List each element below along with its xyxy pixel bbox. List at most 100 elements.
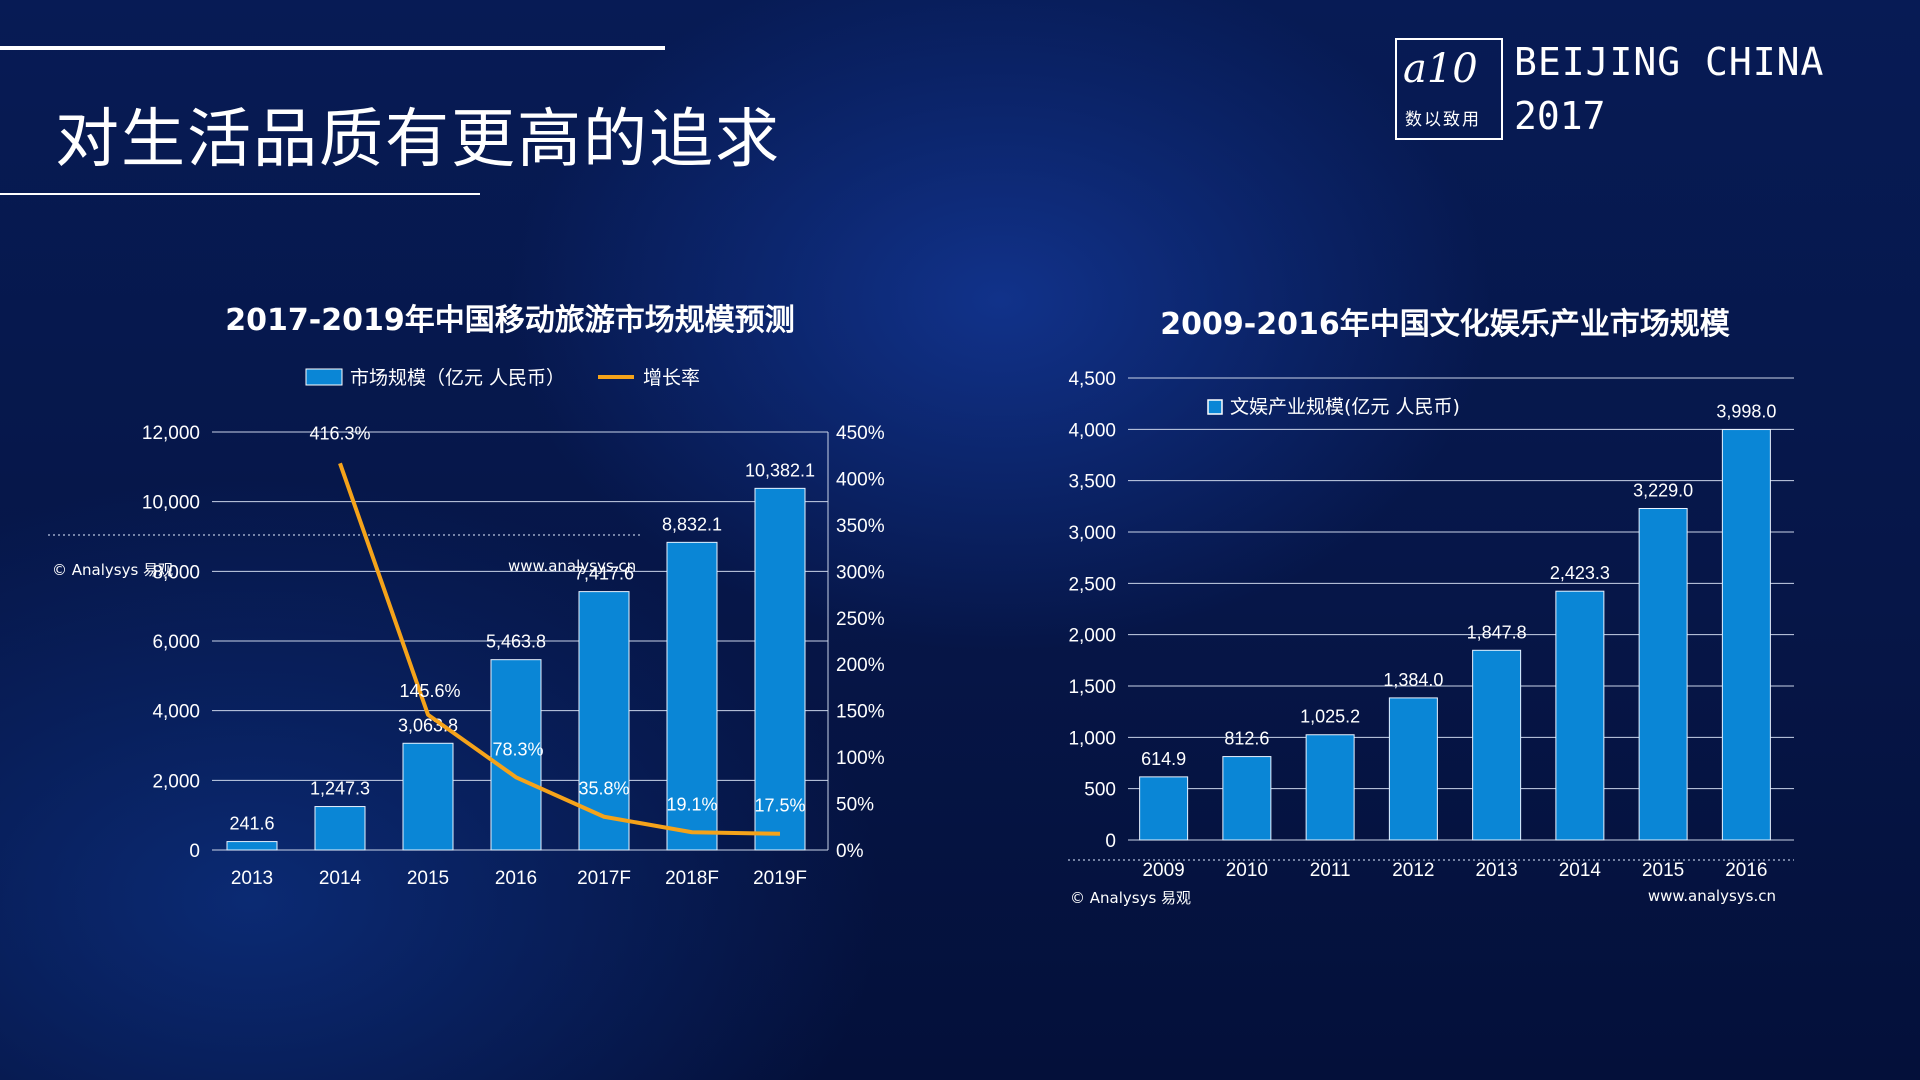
chart-title: 2017-2019年中国移动旅游市场规模预测 xyxy=(225,303,794,338)
growth-rate-label: 35.8% xyxy=(578,779,629,799)
bar xyxy=(666,541,718,851)
logo-text: 数以致用 xyxy=(1405,110,1481,130)
legend-label-bar: 市场规模（亿元 人民币） xyxy=(350,367,565,389)
y-tick-label: 6,000 xyxy=(152,632,200,653)
bar xyxy=(1472,649,1522,841)
y2-tick-label: 350% xyxy=(836,516,885,537)
y2-tick-label: 0% xyxy=(836,841,864,862)
bar-value-label: 1,247.3 xyxy=(310,779,370,799)
x-tick-label: 2019F xyxy=(753,868,807,889)
y-tick-label: 4,000 xyxy=(1068,420,1116,441)
y-tick-label: 3,000 xyxy=(1068,523,1116,544)
y-tick-label: 0 xyxy=(1105,831,1116,852)
legend-label-line: 增长率 xyxy=(643,367,700,389)
growth-rate-line xyxy=(338,462,781,836)
x-tick-label: 2010 xyxy=(1226,860,1268,881)
x-tick-label: 2011 xyxy=(1310,860,1351,881)
x-tick-label: 2012 xyxy=(1392,860,1434,881)
bar xyxy=(1139,776,1189,841)
bar-value-label: 3,229.0 xyxy=(1633,480,1693,500)
x-tick-label: 2014 xyxy=(319,868,362,889)
growth-rate-label: 416.3% xyxy=(309,423,370,443)
header-top-line xyxy=(0,46,665,50)
x-tick-label: 2013 xyxy=(231,868,273,889)
bar-value-label: 3,998.0 xyxy=(1716,402,1776,422)
y-tick-label: 500 xyxy=(1084,780,1116,801)
bar-value-label: 1,847.8 xyxy=(1467,622,1527,642)
header-bottom-line xyxy=(0,193,480,195)
y-tick-label: 2,500 xyxy=(1068,574,1116,595)
bar-value-label: 10,382.1 xyxy=(745,460,815,480)
x-tick-label: 2009 xyxy=(1142,860,1184,881)
y2-tick-label: 450% xyxy=(836,423,885,444)
bar xyxy=(402,742,454,851)
y-tick-label: 8,000 xyxy=(152,562,200,583)
bar-value-label: 3,063.8 xyxy=(398,715,458,735)
x-tick-label: 2017F xyxy=(577,868,631,889)
bar-value-label: 614.9 xyxy=(1141,749,1186,769)
page-title: 对生活品质有更高的追求 xyxy=(55,103,781,177)
x-tick-label: 2018F xyxy=(665,868,719,889)
watermark-brand: © Analysys 易观 xyxy=(1070,889,1191,907)
x-tick-label: 2016 xyxy=(495,868,537,889)
y-tick-label: 10,000 xyxy=(142,493,200,514)
growth-rate-label: 19.1% xyxy=(666,794,717,814)
legend-label-bar: 文娱产业规模(亿元 人民币) xyxy=(1230,396,1460,418)
bar-value-label: 1,384.0 xyxy=(1383,670,1443,690)
brand-logo: a10 数以致用 xyxy=(1395,38,1503,140)
y2-tick-label: 50% xyxy=(836,795,874,816)
y2-tick-label: 150% xyxy=(836,702,885,723)
bar-value-label: 1,025.2 xyxy=(1300,707,1360,727)
bar-value-label: 2,423.3 xyxy=(1550,563,1610,583)
event-city: BEIJING CHINA xyxy=(1514,40,1825,84)
logo-mark: a10 xyxy=(1403,46,1478,92)
bar xyxy=(1638,507,1688,841)
growth-rate-label: 17.5% xyxy=(754,796,805,816)
growth-rate-label: 145.6% xyxy=(399,681,460,701)
y2-tick-label: 400% xyxy=(836,469,885,490)
y-tick-label: 1,500 xyxy=(1068,677,1116,698)
bar xyxy=(490,659,542,851)
event-year: 2017 xyxy=(1514,94,1606,138)
x-tick-label: 2016 xyxy=(1725,860,1767,881)
y-tick-label: 0 xyxy=(189,841,200,862)
y2-tick-label: 300% xyxy=(836,562,885,583)
y2-tick-label: 250% xyxy=(836,609,885,630)
watermark-url: www.analysys.cn xyxy=(508,557,636,575)
bar-value-label: 241.6 xyxy=(229,814,274,834)
y-tick-label: 12,000 xyxy=(142,423,200,444)
bar xyxy=(1555,590,1605,841)
bar xyxy=(1222,756,1272,841)
bar-value-label: 5,463.8 xyxy=(486,632,546,652)
bar xyxy=(1721,429,1771,841)
y-tick-label: 3,500 xyxy=(1068,472,1116,493)
x-tick-label: 2013 xyxy=(1475,860,1517,881)
growth-rate-label: 78.3% xyxy=(492,739,543,759)
x-tick-label: 2015 xyxy=(407,868,449,889)
legend-swatch-bar xyxy=(305,368,343,386)
watermark-url: www.analysys.cn xyxy=(1648,887,1776,905)
bar-value-label: 812.6 xyxy=(1224,729,1269,749)
y-tick-label: 1,000 xyxy=(1068,728,1116,749)
bar xyxy=(226,841,278,851)
legend-swatch-bar xyxy=(1207,399,1223,415)
x-tick-label: 2015 xyxy=(1642,860,1684,881)
bar xyxy=(754,487,806,851)
y-tick-label: 4,500 xyxy=(1068,369,1116,390)
y2-tick-label: 100% xyxy=(836,748,885,769)
x-tick-label: 2014 xyxy=(1559,860,1602,881)
watermark-brand: © Analysys 易观 xyxy=(52,561,173,579)
y2-tick-label: 200% xyxy=(836,655,885,676)
bar xyxy=(314,806,366,851)
y-tick-label: 2,000 xyxy=(152,771,200,792)
bar-value-label: 7,417.6 xyxy=(574,564,634,584)
y-tick-label: 2,000 xyxy=(1068,626,1116,647)
bar xyxy=(578,591,630,851)
bar-value-label: 8,832.1 xyxy=(662,514,722,534)
bar xyxy=(1388,697,1438,841)
chart-title: 2009-2016年中国文化娱乐产业市场规模 xyxy=(1160,307,1729,342)
bar xyxy=(1305,734,1355,841)
y-tick-label: 4,000 xyxy=(152,702,200,723)
